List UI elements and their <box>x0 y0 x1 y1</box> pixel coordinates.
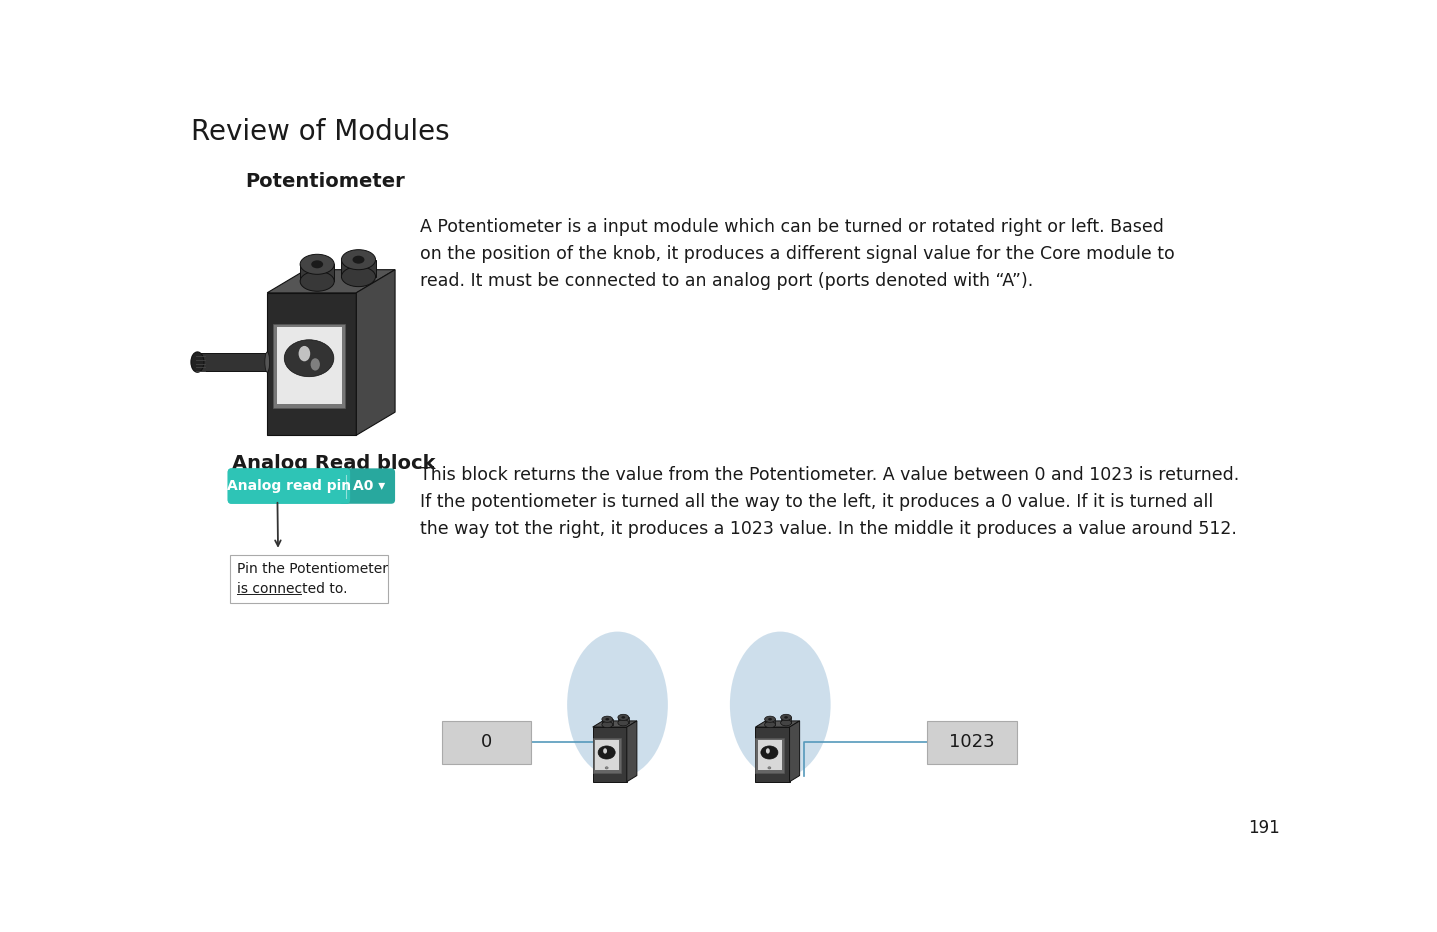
Polygon shape <box>789 721 799 782</box>
Ellipse shape <box>312 260 323 268</box>
Ellipse shape <box>618 714 629 720</box>
Ellipse shape <box>730 632 831 778</box>
Polygon shape <box>356 269 395 435</box>
Polygon shape <box>592 727 627 782</box>
Ellipse shape <box>300 271 335 291</box>
FancyBboxPatch shape <box>276 327 342 404</box>
Ellipse shape <box>769 718 772 720</box>
Ellipse shape <box>285 340 333 377</box>
Polygon shape <box>618 718 629 722</box>
FancyBboxPatch shape <box>273 324 345 407</box>
Ellipse shape <box>299 346 310 362</box>
FancyBboxPatch shape <box>230 555 388 603</box>
Ellipse shape <box>764 721 776 728</box>
Text: 1023: 1023 <box>948 733 994 751</box>
Ellipse shape <box>780 714 792 720</box>
Text: Potentiometer: Potentiometer <box>246 171 405 191</box>
Ellipse shape <box>310 358 320 371</box>
Ellipse shape <box>598 746 615 759</box>
Text: 0: 0 <box>481 733 491 751</box>
FancyBboxPatch shape <box>595 740 619 770</box>
FancyBboxPatch shape <box>757 740 782 770</box>
Ellipse shape <box>602 721 612 728</box>
Text: Pin the Potentiometer
is connected to.: Pin the Potentiometer is connected to. <box>237 562 388 596</box>
Ellipse shape <box>785 716 787 719</box>
FancyBboxPatch shape <box>441 721 532 764</box>
Ellipse shape <box>300 254 335 274</box>
Ellipse shape <box>766 748 770 754</box>
Polygon shape <box>342 260 375 277</box>
Polygon shape <box>300 265 335 281</box>
FancyBboxPatch shape <box>592 738 621 773</box>
Polygon shape <box>764 720 776 724</box>
Ellipse shape <box>621 716 625 719</box>
Ellipse shape <box>605 767 608 769</box>
Ellipse shape <box>618 720 629 726</box>
Ellipse shape <box>342 267 375 287</box>
Text: Analog read pin: Analog read pin <box>227 479 351 493</box>
Polygon shape <box>627 721 637 782</box>
Polygon shape <box>780 718 792 722</box>
Ellipse shape <box>602 716 612 722</box>
Text: This block returns the value from the Potentiometer. A value between 0 and 1023 : This block returns the value from the Po… <box>420 466 1239 539</box>
Ellipse shape <box>264 352 270 372</box>
Ellipse shape <box>767 767 770 769</box>
Polygon shape <box>267 269 395 293</box>
Polygon shape <box>267 293 356 435</box>
Ellipse shape <box>568 632 668 778</box>
Text: 191: 191 <box>1249 818 1280 837</box>
FancyBboxPatch shape <box>927 721 1016 764</box>
Ellipse shape <box>764 716 776 722</box>
Ellipse shape <box>342 250 375 269</box>
FancyBboxPatch shape <box>339 469 395 504</box>
Text: Analog Read block: Analog Read block <box>231 455 435 473</box>
Polygon shape <box>602 720 612 724</box>
Text: Review of Modules: Review of Modules <box>191 118 450 146</box>
Polygon shape <box>592 721 637 727</box>
Ellipse shape <box>191 352 204 372</box>
Polygon shape <box>756 721 799 727</box>
Ellipse shape <box>760 746 777 759</box>
Ellipse shape <box>604 748 606 754</box>
Ellipse shape <box>605 718 609 720</box>
Text: A Potentiometer is a input module which can be turned or rotated right or left. : A Potentiometer is a input module which … <box>420 218 1174 290</box>
Polygon shape <box>756 727 789 782</box>
Ellipse shape <box>780 720 792 726</box>
FancyBboxPatch shape <box>227 469 351 504</box>
Polygon shape <box>197 353 267 371</box>
FancyBboxPatch shape <box>756 738 785 773</box>
Ellipse shape <box>352 255 365 264</box>
FancyBboxPatch shape <box>227 469 351 504</box>
Text: A0 ▾: A0 ▾ <box>352 479 385 493</box>
